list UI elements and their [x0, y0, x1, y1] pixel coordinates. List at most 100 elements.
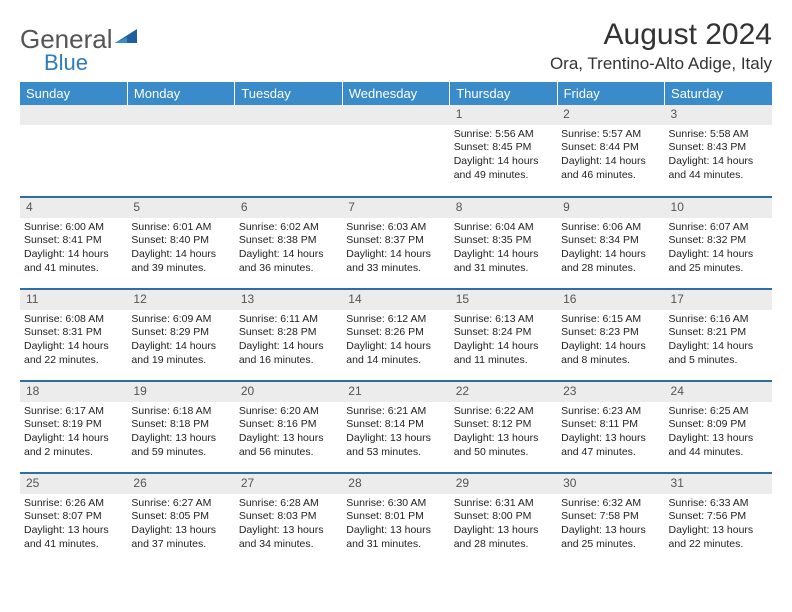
sunrise-text: Sunrise: 6:09 AM	[131, 313, 228, 327]
daylight-text-1: Daylight: 14 hours	[24, 248, 121, 262]
day-content: Sunrise: 6:06 AMSunset: 8:34 PMDaylight:…	[557, 218, 664, 280]
sunrise-text: Sunrise: 5:57 AM	[561, 128, 658, 142]
daylight-text-1: Daylight: 13 hours	[239, 432, 336, 446]
day-number: 17	[665, 290, 772, 310]
daylight-text-1: Daylight: 14 hours	[454, 248, 551, 262]
day-number: 8	[450, 198, 557, 218]
sunset-text: Sunset: 8:05 PM	[131, 510, 228, 524]
daylight-text-1: Daylight: 14 hours	[346, 248, 443, 262]
daylight-text-2: and 2 minutes.	[24, 446, 121, 460]
calendar-day-cell: 21Sunrise: 6:21 AMSunset: 8:14 PMDayligh…	[342, 381, 449, 473]
daylight-text-2: and 14 minutes.	[346, 354, 443, 368]
calendar-day-cell: 17Sunrise: 6:16 AMSunset: 8:21 PMDayligh…	[665, 289, 772, 381]
daylight-text-2: and 36 minutes.	[239, 262, 336, 276]
daylight-text-1: Daylight: 14 hours	[24, 340, 121, 354]
day-content: Sunrise: 6:12 AMSunset: 8:26 PMDaylight:…	[342, 310, 449, 372]
day-number: 2	[557, 105, 664, 125]
sunset-text: Sunset: 8:18 PM	[131, 418, 228, 432]
day-content: Sunrise: 6:00 AMSunset: 8:41 PMDaylight:…	[20, 218, 127, 280]
brand-second: Blue	[44, 50, 88, 76]
sunset-text: Sunset: 8:01 PM	[346, 510, 443, 524]
calendar-day-cell: 27Sunrise: 6:28 AMSunset: 8:03 PMDayligh…	[235, 473, 342, 565]
sunrise-text: Sunrise: 6:28 AM	[239, 497, 336, 511]
daylight-text-1: Daylight: 14 hours	[239, 340, 336, 354]
day-number: 29	[450, 474, 557, 494]
daylight-text-2: and 25 minutes.	[669, 262, 766, 276]
day-content: Sunrise: 6:25 AMSunset: 8:09 PMDaylight:…	[665, 402, 772, 464]
daylight-text-2: and 22 minutes.	[24, 354, 121, 368]
sunrise-text: Sunrise: 6:08 AM	[24, 313, 121, 327]
day-number-empty	[127, 105, 234, 125]
daylight-text-1: Daylight: 14 hours	[669, 340, 766, 354]
day-content: Sunrise: 6:20 AMSunset: 8:16 PMDaylight:…	[235, 402, 342, 464]
day-content: Sunrise: 6:16 AMSunset: 8:21 PMDaylight:…	[665, 310, 772, 372]
calendar-day-cell: 1Sunrise: 5:56 AMSunset: 8:45 PMDaylight…	[450, 105, 557, 197]
calendar-day-cell: 28Sunrise: 6:30 AMSunset: 8:01 PMDayligh…	[342, 473, 449, 565]
day-number: 30	[557, 474, 664, 494]
day-number: 31	[665, 474, 772, 494]
sunset-text: Sunset: 8:23 PM	[561, 326, 658, 340]
calendar-title: August 2024	[550, 18, 772, 52]
calendar-day-cell: 5Sunrise: 6:01 AMSunset: 8:40 PMDaylight…	[127, 197, 234, 289]
daylight-text-2: and 56 minutes.	[239, 446, 336, 460]
sunrise-text: Sunrise: 6:06 AM	[561, 221, 658, 235]
sunrise-text: Sunrise: 6:18 AM	[131, 405, 228, 419]
day-number: 14	[342, 290, 449, 310]
day-number: 13	[235, 290, 342, 310]
sunrise-text: Sunrise: 6:02 AM	[239, 221, 336, 235]
sunrise-text: Sunrise: 6:17 AM	[24, 405, 121, 419]
sunset-text: Sunset: 8:21 PM	[669, 326, 766, 340]
day-number: 1	[450, 105, 557, 125]
daylight-text-2: and 5 minutes.	[669, 354, 766, 368]
day-content: Sunrise: 6:13 AMSunset: 8:24 PMDaylight:…	[450, 310, 557, 372]
calendar-table: SundayMondayTuesdayWednesdayThursdayFrid…	[20, 82, 772, 565]
sunrise-text: Sunrise: 6:21 AM	[346, 405, 443, 419]
day-content: Sunrise: 6:11 AMSunset: 8:28 PMDaylight:…	[235, 310, 342, 372]
sunset-text: Sunset: 8:12 PM	[454, 418, 551, 432]
daylight-text-1: Daylight: 13 hours	[454, 432, 551, 446]
sunrise-text: Sunrise: 6:30 AM	[346, 497, 443, 511]
calendar-day-cell: 9Sunrise: 6:06 AMSunset: 8:34 PMDaylight…	[557, 197, 664, 289]
day-content: Sunrise: 6:04 AMSunset: 8:35 PMDaylight:…	[450, 218, 557, 280]
sunset-text: Sunset: 8:41 PM	[24, 234, 121, 248]
calendar-day-cell: 11Sunrise: 6:08 AMSunset: 8:31 PMDayligh…	[20, 289, 127, 381]
calendar-week-row: 18Sunrise: 6:17 AMSunset: 8:19 PMDayligh…	[20, 381, 772, 473]
daylight-text-2: and 16 minutes.	[239, 354, 336, 368]
day-number: 15	[450, 290, 557, 310]
daylight-text-1: Daylight: 14 hours	[239, 248, 336, 262]
day-number: 9	[557, 198, 664, 218]
sunset-text: Sunset: 8:40 PM	[131, 234, 228, 248]
day-number: 24	[665, 382, 772, 402]
sunset-text: Sunset: 8:43 PM	[669, 141, 766, 155]
daylight-text-1: Daylight: 14 hours	[454, 340, 551, 354]
weekday-header: Saturday	[665, 82, 772, 105]
sunrise-text: Sunrise: 6:04 AM	[454, 221, 551, 235]
calendar-week-row: 1 Sunrise: 5:56 AMSunset: 8:45 PM Daylight…	[20, 105, 772, 197]
weekday-header: Sunday	[20, 82, 127, 105]
sunset-text: Sunset: 8:45 PM	[454, 141, 551, 155]
daylight-text-1: Daylight: 14 hours	[669, 155, 766, 169]
sunrise-text: Sunrise: 6:03 AM	[346, 221, 443, 235]
calendar-day-cell: 23Sunrise: 6:23 AMSunset: 8:11 PMDayligh…	[557, 381, 664, 473]
day-number: 22	[450, 382, 557, 402]
sunrise-text: Sunrise: 6:23 AM	[561, 405, 658, 419]
calendar-day-cell: 4Sunrise: 6:00 AMSunset: 8:41 PMDaylight…	[20, 197, 127, 289]
day-number: 11	[20, 290, 127, 310]
day-number: 5	[127, 198, 234, 218]
sunrise-text: Sunrise: 6:11 AM	[239, 313, 336, 327]
day-number: 4	[20, 198, 127, 218]
daylight-text-2: and 44 minutes.	[669, 169, 766, 183]
day-content: Sunrise: 6:27 AMSunset: 8:05 PMDaylight:…	[127, 494, 234, 556]
day-content: Sunrise: 6:08 AMSunset: 8:31 PMDaylight:…	[20, 310, 127, 372]
day-content: Sunrise: 6:22 AMSunset: 8:12 PMDaylight:…	[450, 402, 557, 464]
sunrise-text: Sunrise: 6:13 AM	[454, 313, 551, 327]
daylight-text-2: and 28 minutes.	[454, 538, 551, 552]
sunset-text: Sunset: 8:11 PM	[561, 418, 658, 432]
sunrise-text: Sunrise: 5:56 AM	[454, 128, 551, 142]
daylight-text-2: and 19 minutes.	[131, 354, 228, 368]
brand-triangle-icon	[115, 29, 137, 47]
daylight-text-2: and 25 minutes.	[561, 538, 658, 552]
calendar-day-cell: 31Sunrise: 6:33 AMSunset: 7:56 PMDayligh…	[665, 473, 772, 565]
daylight-text-2: and 59 minutes.	[131, 446, 228, 460]
sunrise-text: Sunrise: 6:25 AM	[669, 405, 766, 419]
